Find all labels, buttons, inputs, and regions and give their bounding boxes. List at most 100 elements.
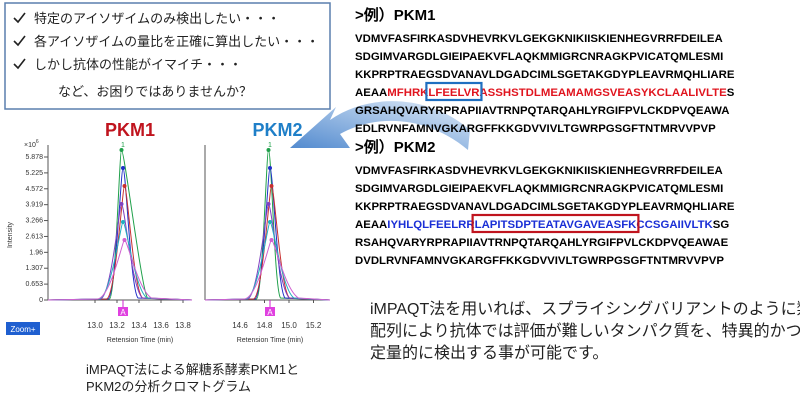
sequence-segment: VDMVFASFIRKASDVHEVRKVLGEKGKNIKIISKIENHEG… (355, 165, 723, 177)
sequence-segment: SDGIMVARGDLGIEIPAEKVFLAQKMMIGRCNRAGKPVIC… (355, 51, 723, 63)
sequence-segment: AEAA (355, 219, 387, 231)
sequence-segment: AEAA (355, 87, 387, 99)
concern: しかし抗体の性能がイマイチ・・・ (34, 57, 242, 72)
panel-title: PKM2 (252, 120, 302, 140)
sequence-segment: RSAHQVARYRPRAPIIAVTRNPQTARQAHLYRGIFPVLCK… (355, 237, 729, 249)
y-tick-label: 3.919 (25, 202, 43, 209)
sequence-segment: EDLRVNFAMNVGKARGFFKKGDVVIVLTGWRPGSGFTNTM… (355, 123, 716, 135)
sequence-line: AEAAMFHRKLFEELVRASSHSTDLMEAMAMGSVEASYKCL… (355, 87, 735, 99)
y-scale-exp: 6 (36, 139, 39, 145)
sequence-segment: SDGIMVARGDLGIEIPAEKVFLAQKMMIGRCNRAGKPVIC… (355, 183, 723, 195)
sequence-segment: CCSGAIIVLTK (636, 219, 713, 231)
peak-marker-label: A (267, 308, 273, 317)
sequence-segment: MFHRK (387, 87, 429, 99)
check-icons (13, 12, 26, 70)
peak-label: 1 (121, 142, 125, 149)
sequence-line: VDMVFASFIRKASDVHEVRKVLGEKGKNIKIISKIENHEG… (355, 33, 723, 45)
peak-dot (122, 184, 127, 188)
sequence-line: SDGIMVARGDLGIEIPAEKVFLAQKMMIGRCNRAGKPVIC… (355, 51, 723, 63)
conclusion: 配列により抗体では評価が難しいタンパク質を、特異的かつ (370, 322, 800, 340)
chromatogram-trace (47, 239, 193, 301)
x-tick-label: 13.6 (153, 321, 169, 330)
highlight-box (425, 81, 483, 102)
sequence-segment: LAPITSDPTEATAVGAVEASFK (475, 219, 638, 231)
arrow (290, 101, 470, 150)
chromatogram-trace (204, 149, 331, 301)
y-tick-label: 5.878 (25, 154, 43, 161)
seq-heading: >例）PKM2 (355, 138, 435, 156)
chromatogram-trace (47, 221, 193, 301)
concern-box (4, 2, 331, 110)
sequence-line: EDLRVNFAMNVGKARGFFKKGDVVIVLTGWRPGSGFTNTM… (355, 123, 716, 135)
x-axis-label: Retension Time (min) (237, 337, 304, 344)
peak-dot (269, 184, 274, 188)
sequence-segment: LFEELVR (428, 87, 479, 99)
peak-dot (266, 202, 271, 206)
y-tick-label: 2.613 (25, 233, 43, 240)
conclusion: 定量的に検出する事が可能です。 (370, 344, 608, 362)
sequence-line: DVDLRVNFAMNVGKARGFFKKGDVVIVLTGWRPGSGFTNT… (355, 255, 724, 267)
y-scale-base: ×10 (24, 142, 36, 149)
x-tick-label: 13.2 (109, 321, 125, 330)
sequence-segment: IYHLQLFEELRR (387, 219, 474, 231)
sequence-segment: KKPRPTRAEGSDVANAVLDGADCIMLSGETAKGDYPLEAV… (355, 201, 735, 213)
y-tick-label: 1.307 (25, 265, 43, 272)
sequence-line: KKPRPTRAEGSDVANAVLDGADCIMLSGETAKGDYPLEAV… (355, 201, 735, 213)
sequence-line: SDGIMVARGDLGIEIPAEKVFLAQKMMIGRCNRAGKPVIC… (355, 183, 723, 195)
chromatogram-trace (204, 239, 331, 301)
peak-dot (266, 148, 271, 152)
caption: PKM2の分析クロマトグラム (86, 379, 251, 394)
panel-title: PKM1 (105, 120, 155, 140)
concern: 特定のアイソザイムのみ検出したい・・・ (34, 11, 280, 26)
conclusion: iMPAQT法を用いれば、スプライシングバリアントのように類似 (370, 300, 800, 318)
peak-label: 1 (268, 142, 272, 149)
sequence-segment: S (727, 87, 735, 99)
x-tick-label: 13.0 (87, 321, 103, 330)
peak-dot (268, 166, 272, 170)
x-tick-label: 15.0 (281, 321, 297, 330)
x-tick-label: 13.8 (175, 321, 191, 330)
sequence-segment: SG (713, 219, 730, 231)
chromatogram-trace (204, 221, 331, 301)
x-axis-label: Retension Time (min) (107, 337, 174, 344)
sequence-segment: GRSAHQVARYRPRAPIIAVTRNPQTARQAHLYRGIFPVLC… (355, 105, 729, 117)
y-tick-label: 0.653 (25, 281, 43, 288)
sequence-line: VDMVFASFIRKASDVHEVRKVLGEKGKNIKIISKIENHEG… (355, 165, 723, 177)
peak-marker (265, 307, 275, 316)
y-tick-label: 3.266 (25, 218, 43, 225)
y-axis-label: Intensity (7, 221, 14, 248)
sequence-segment: ASSHSTDLMEAMAMGSVEASYKCLAALIVLTE (479, 87, 727, 99)
sequence-line: RSAHQVARYRPRAPIIAVTRNPQTARQAHLYRGIFPVLCK… (355, 237, 729, 249)
sequence-line: AEAAIYHLQLFEELRRLAPITSDPTEATAVGAVEASFKCC… (355, 219, 729, 231)
y-tick-label: 5.225 (25, 170, 43, 177)
sequence-segment: DVDLRVNFAMNVGKARGFFKKGDVVIVLTGWRPGSGFTNT… (355, 255, 724, 267)
zoom-label[interactable]: Zoom+ (10, 325, 35, 334)
x-tick-label: 15.2 (306, 321, 322, 330)
peak-dot (119, 148, 124, 152)
peak-dot (269, 238, 274, 242)
peak-dot (119, 202, 124, 206)
y-tick-label: 1.96 (29, 249, 43, 256)
peak-dot (121, 220, 125, 224)
x-tick-label: 14.8 (257, 321, 273, 330)
concern: 各アイソザイムの量比を正確に算出したい・・・ (34, 34, 319, 49)
x-tick-label: 14.6 (232, 321, 248, 330)
highlight-box (471, 213, 640, 234)
peak-marker-label: A (120, 308, 126, 317)
peak-dot (121, 166, 125, 170)
sequence-line: KKPRPTRAEGSDVANAVLDGADCIMLSGETAKGDYPLEAV… (355, 69, 735, 81)
caption: iMPAQT法による解糖系酵素PKM1と (86, 362, 299, 377)
concern-question: など、お困りではありませんか？ (58, 84, 252, 99)
seq-heading: >例）PKM1 (355, 6, 435, 24)
sequence-segment: VDMVFASFIRKASDVHEVRKVLGEKGKNIKIISKIENHEG… (355, 33, 723, 45)
peak-marker (118, 307, 128, 316)
x-tick-label: 13.4 (131, 321, 147, 330)
zoom-button[interactable] (6, 322, 40, 335)
y-scale: ×106 (24, 139, 39, 149)
peak-dot (122, 238, 127, 242)
peak-dot (268, 220, 272, 224)
sequence-segment: KKPRPTRAEGSDVANAVLDGADCIMLSGETAKGDYPLEAV… (355, 69, 735, 81)
y-tick-label: 4.572 (25, 186, 43, 193)
sequence-line: GRSAHQVARYRPRAPIIAVTRNPQTARQAHLYRGIFPVLC… (355, 105, 729, 117)
